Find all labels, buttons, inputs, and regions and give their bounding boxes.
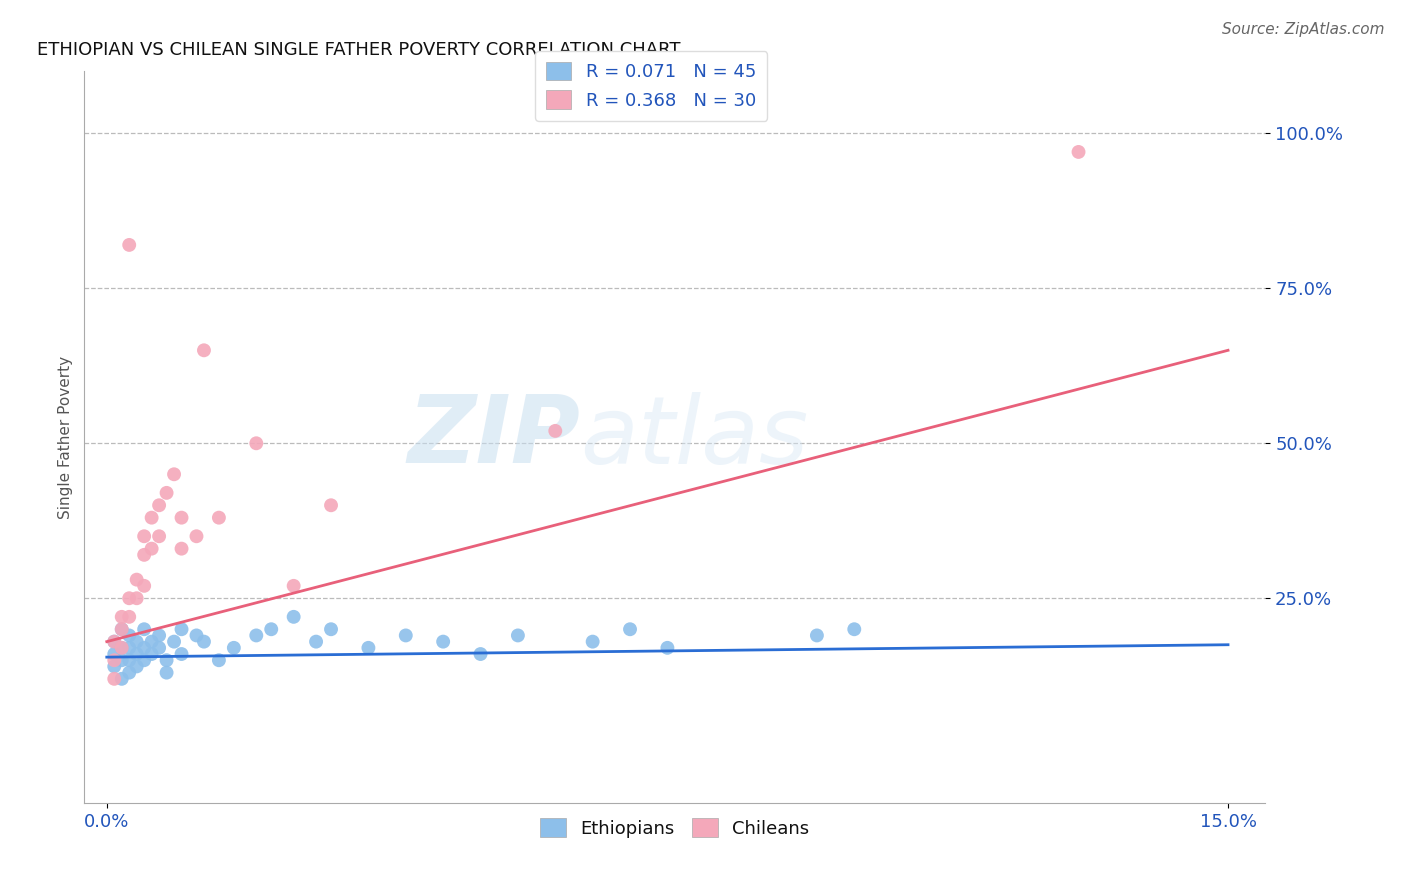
Point: [186, 529, 208, 543]
Point: [118, 665, 141, 680]
Text: ETHIOPIAN VS CHILEAN SINGLE FATHER POVERTY CORRELATION CHART: ETHIOPIAN VS CHILEAN SINGLE FATHER POVER…: [37, 41, 681, 59]
Point: [305, 634, 328, 648]
Point: [118, 238, 141, 252]
Point: [148, 498, 170, 512]
Point: [222, 640, 245, 655]
Point: [208, 653, 231, 667]
Point: [111, 622, 134, 636]
Point: [208, 510, 231, 524]
Point: [163, 634, 186, 648]
Point: [506, 628, 529, 642]
Point: [141, 634, 163, 648]
Point: [155, 653, 177, 667]
Point: [163, 467, 186, 482]
Point: [193, 343, 215, 358]
Point: [357, 640, 380, 655]
Point: [118, 628, 141, 642]
Text: Source: ZipAtlas.com: Source: ZipAtlas.com: [1222, 22, 1385, 37]
Point: [111, 640, 134, 655]
Point: [118, 653, 141, 667]
Point: [134, 548, 156, 562]
Text: atlas: atlas: [581, 392, 808, 483]
Y-axis label: Single Father Poverty: Single Father Poverty: [58, 356, 73, 518]
Point: [170, 622, 193, 636]
Point: [806, 628, 828, 642]
Legend: Ethiopians, Chileans: Ethiopians, Chileans: [533, 811, 817, 845]
Point: [582, 634, 605, 648]
Point: [141, 647, 163, 661]
Point: [245, 628, 267, 642]
Point: [619, 622, 641, 636]
Point: [134, 622, 156, 636]
Point: [432, 634, 454, 648]
Point: [319, 498, 342, 512]
Point: [103, 672, 125, 686]
Point: [111, 610, 134, 624]
Point: [134, 640, 156, 655]
Point: [155, 665, 177, 680]
Point: [118, 591, 141, 606]
Point: [111, 622, 134, 636]
Point: [141, 510, 163, 524]
Point: [103, 634, 125, 648]
Point: [148, 529, 170, 543]
Point: [111, 653, 134, 667]
Point: [118, 610, 141, 624]
Text: ZIP: ZIP: [408, 391, 581, 483]
Point: [125, 591, 148, 606]
Point: [170, 647, 193, 661]
Point: [245, 436, 267, 450]
Point: [155, 486, 177, 500]
Point: [148, 628, 170, 642]
Point: [260, 622, 283, 636]
Point: [103, 659, 125, 673]
Point: [844, 622, 866, 636]
Point: [193, 634, 215, 648]
Point: [657, 640, 679, 655]
Point: [134, 579, 156, 593]
Point: [470, 647, 492, 661]
Point: [125, 659, 148, 673]
Point: [319, 622, 342, 636]
Point: [148, 640, 170, 655]
Point: [134, 653, 156, 667]
Point: [170, 510, 193, 524]
Point: [111, 640, 134, 655]
Point: [186, 628, 208, 642]
Point: [118, 640, 141, 655]
Point: [125, 634, 148, 648]
Point: [283, 579, 305, 593]
Point: [141, 541, 163, 556]
Point: [395, 628, 418, 642]
Point: [170, 541, 193, 556]
Point: [283, 610, 305, 624]
Point: [544, 424, 567, 438]
Point: [103, 634, 125, 648]
Point: [125, 573, 148, 587]
Point: [1067, 145, 1090, 159]
Point: [103, 653, 125, 667]
Point: [125, 647, 148, 661]
Point: [111, 672, 134, 686]
Point: [134, 529, 156, 543]
Point: [103, 647, 125, 661]
